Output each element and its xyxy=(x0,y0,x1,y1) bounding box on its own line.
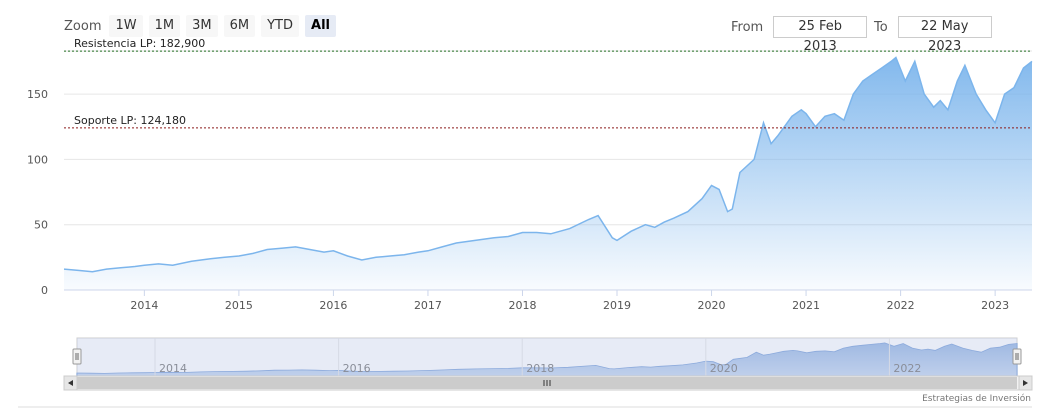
y-tick-label: 150 xyxy=(27,88,48,101)
range-to-input[interactable]: 22 May 2023 xyxy=(897,16,992,54)
zoom-3m-button[interactable]: 3M xyxy=(186,15,218,37)
scrollbar-grip-icon xyxy=(543,380,551,386)
range-to-label: To xyxy=(874,19,888,35)
plot-line-label-resistance: Resistencia LP: 182,900 xyxy=(74,37,205,50)
x-tick-label: 2018 xyxy=(508,299,536,312)
x-tick-label: 2016 xyxy=(319,299,347,312)
series-area xyxy=(64,57,1032,290)
scroll-left-button[interactable] xyxy=(63,375,78,391)
range-from: From 25 Feb 2013 xyxy=(731,15,868,54)
navigator-tick-label: 2020 xyxy=(710,362,738,375)
scrollbar[interactable] xyxy=(63,375,1033,391)
zoom-label: Zoom xyxy=(64,18,102,34)
series-line xyxy=(63,56,1033,273)
zoom-toolbar: Zoom 1W 1M 3M 6M YTD All xyxy=(64,14,342,38)
plot-lines: Resistencia LP: 182,900 Soporte LP: 124,1… xyxy=(64,37,1032,129)
navigator-series-area xyxy=(76,342,1018,377)
navigator-tick-label: 2018 xyxy=(526,362,554,375)
navigator-tick-label: 2016 xyxy=(343,362,371,375)
x-tick-label: 2019 xyxy=(603,299,631,312)
navigator-handle-left[interactable] xyxy=(72,348,82,365)
arrow-right-icon xyxy=(1023,380,1028,386)
y-tick-label: 50 xyxy=(34,219,48,232)
y-tick-label: 100 xyxy=(27,153,48,166)
x-tick-label: 2015 xyxy=(225,299,253,312)
navigator[interactable]: 2014 2016 2018 2020 2022 xyxy=(72,337,1022,377)
navigator-ticks: 2014 2016 2018 2020 2022 xyxy=(154,338,921,376)
range-from-input[interactable]: 25 Feb 2013 xyxy=(773,16,868,54)
x-tick-label: 2014 xyxy=(130,299,158,312)
x-axis-ticks: 2014 2015 2016 2017 2018 2019 2020 2021 2022 2023 xyxy=(130,290,1009,312)
x-tick-label: 2023 xyxy=(981,299,1009,312)
x-tick-label: 2020 xyxy=(698,299,726,312)
zoom-1w-button[interactable]: 1W xyxy=(109,15,143,37)
plot-line-label-support: Soporte LP: 124,180 xyxy=(74,114,186,127)
credits-text[interactable]: Estrategias de Inversión xyxy=(922,393,1031,404)
y-axis-ticks: 0 50 100 150 xyxy=(27,88,48,297)
x-tick-label: 2017 xyxy=(414,299,442,312)
range-to: To 22 May 2023 xyxy=(874,15,992,54)
navigator-mask xyxy=(77,338,1017,376)
x-tick-label: 2022 xyxy=(887,299,915,312)
navigator-handle-right[interactable] xyxy=(1012,348,1022,365)
navigator-tick-label: 2022 xyxy=(893,362,921,375)
zoom-6m-button[interactable]: 6M xyxy=(223,15,256,37)
arrow-left-icon xyxy=(68,380,73,386)
range-from-label: From xyxy=(731,19,764,35)
zoom-all-button[interactable]: All xyxy=(305,15,336,37)
scroll-right-button[interactable] xyxy=(1018,375,1033,391)
x-tick-label: 2021 xyxy=(792,299,820,312)
navigator-tick-label: 2014 xyxy=(159,362,187,375)
zoom-1m-button[interactable]: 1M xyxy=(148,15,181,37)
zoom-ytd-button[interactable]: YTD xyxy=(261,15,300,37)
y-tick-label: 0 xyxy=(41,284,48,297)
